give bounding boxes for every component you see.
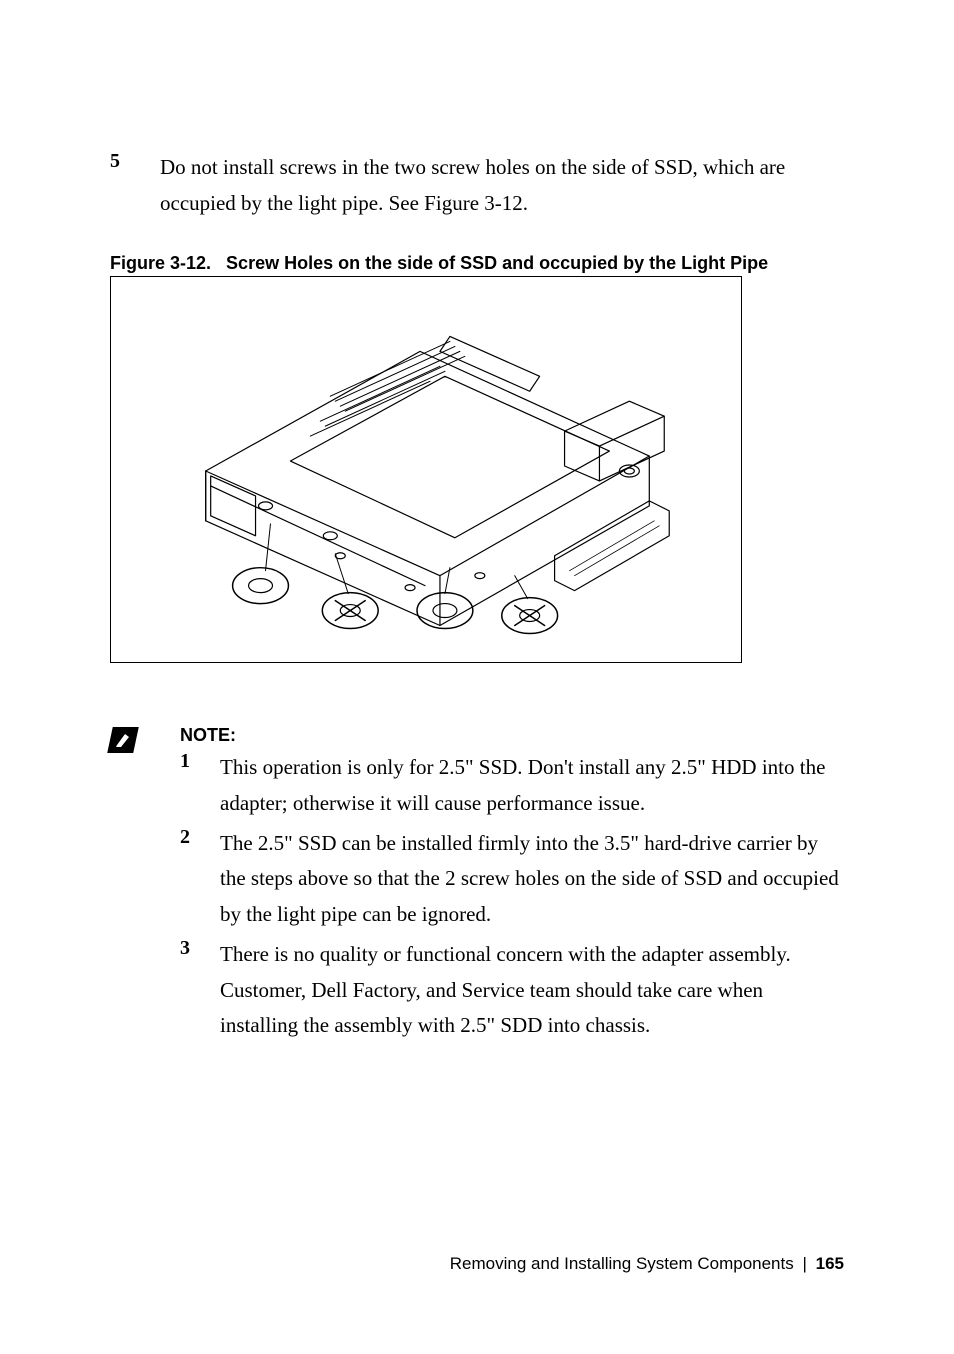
note-icon xyxy=(107,727,139,753)
step-text: Do not install screws in the two screw h… xyxy=(160,150,844,221)
page-footer: Removing and Installing System Component… xyxy=(450,1254,844,1274)
note-item-text: There is no quality or functional concer… xyxy=(220,937,844,1044)
footer-page-number: 165 xyxy=(816,1254,844,1273)
note-item-text: This operation is only for 2.5" SSD. Don… xyxy=(220,750,844,821)
note-item-number: 1 xyxy=(180,750,220,821)
note-item-number: 3 xyxy=(180,937,220,1044)
note-item-number: 2 xyxy=(180,826,220,933)
footer-separator: | xyxy=(802,1254,806,1273)
ssd-adapter-diagram xyxy=(111,276,741,663)
note-icon-column xyxy=(110,725,180,1048)
note-section: NOTE: 1 This operation is only for 2.5" … xyxy=(110,725,844,1048)
note-item-text: The 2.5" SSD can be installed firmly int… xyxy=(220,826,844,933)
figure-image xyxy=(110,276,742,663)
note-item: 3 There is no quality or functional conc… xyxy=(180,937,844,1044)
note-item: 1 This operation is only for 2.5" SSD. D… xyxy=(180,750,844,821)
footer-section-title: Removing and Installing System Component… xyxy=(450,1254,794,1273)
figure-number: Figure 3-12. xyxy=(110,253,211,273)
note-label: NOTE: xyxy=(180,725,844,746)
figure-title: Screw Holes on the side of SSD and occup… xyxy=(226,253,768,273)
figure-caption: Figure 3-12. Screw Holes on the side of … xyxy=(110,253,844,274)
step-number: 5 xyxy=(110,150,160,221)
instruction-step: 5 Do not install screws in the two screw… xyxy=(110,150,844,221)
note-item: 2 The 2.5" SSD can be installed firmly i… xyxy=(180,826,844,933)
note-body: NOTE: 1 This operation is only for 2.5" … xyxy=(180,725,844,1048)
